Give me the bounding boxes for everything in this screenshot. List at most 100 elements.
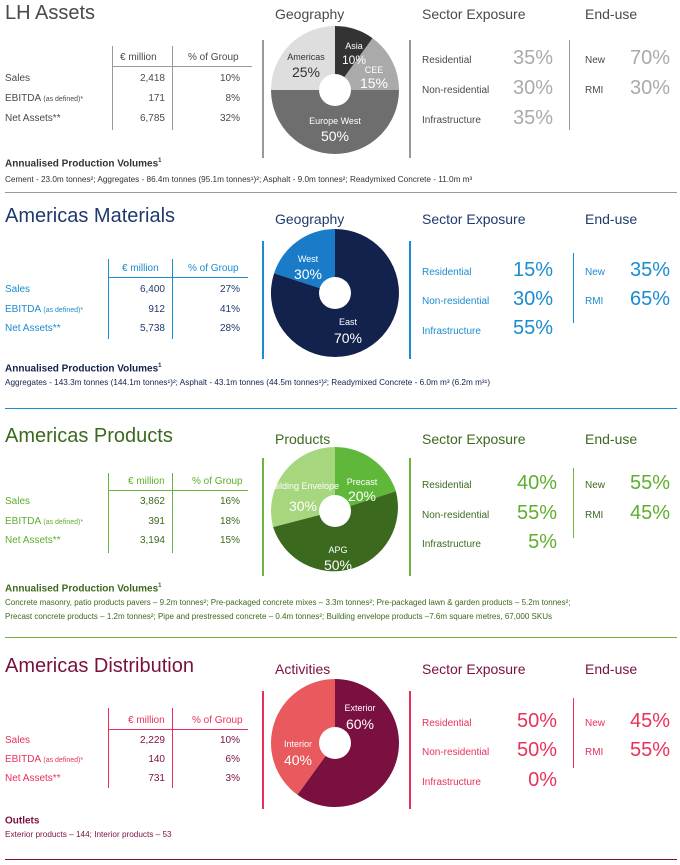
divider xyxy=(172,46,173,130)
enduse-pct-rmi: 55% xyxy=(629,739,670,761)
sector-pct-non-residential: 50% xyxy=(516,739,557,761)
divider xyxy=(172,259,173,339)
net-assets-value: 731 xyxy=(148,773,165,784)
products-heading: Products xyxy=(275,431,331,447)
sector-label-infrastructure: Infrastructure xyxy=(422,115,481,126)
divider xyxy=(112,66,252,67)
pie-hole xyxy=(319,277,351,309)
geography-pie-chart: West 30% East 70% xyxy=(270,228,399,357)
pie-value-europe-west: 50% xyxy=(321,128,349,144)
enduse-label-new: New xyxy=(585,55,606,66)
enduse-pct-rmi: 45% xyxy=(629,502,670,524)
sector-label-non-residential: Non-residential xyxy=(422,296,490,307)
pie-value-east: 70% xyxy=(334,330,362,346)
sector-pct-residential: 50% xyxy=(516,710,557,732)
pie-value-apg: 50% xyxy=(324,557,352,573)
sales-value: 2,229 xyxy=(139,735,165,746)
pie-value-precast: 20% xyxy=(348,488,376,504)
pie-hole xyxy=(319,74,351,106)
enduse-label-rmi: RMI xyxy=(585,747,604,758)
col-header-pct-group: % of Group xyxy=(192,476,243,487)
sales-value: 6,400 xyxy=(139,284,165,295)
sector-label-residential: Residential xyxy=(422,480,472,491)
sales-pct: 10% xyxy=(219,735,240,746)
section-title: Americas Products xyxy=(5,425,173,447)
volumes-title: Annualised Production Volumes1 xyxy=(5,583,162,595)
divider xyxy=(172,473,173,553)
pie-label-interior: Interior xyxy=(284,739,312,749)
divider xyxy=(262,691,264,809)
ebitda-pct: 8% xyxy=(225,93,240,104)
sector-label-residential: Residential xyxy=(422,267,472,278)
sector-pct-infrastructure: 5% xyxy=(528,531,557,553)
products-pie-chart: Building Envelope 30% Precast 20% APG 50… xyxy=(270,447,398,573)
sales-pct: 10% xyxy=(219,73,240,84)
divider xyxy=(108,277,248,278)
pie-slice-europe-west xyxy=(271,90,399,154)
pie-slice-interior xyxy=(270,679,335,795)
net-assets-pct: 3% xyxy=(225,773,240,784)
col-header-pct-group: % of Group xyxy=(188,263,239,274)
col-header-pct-group: % of Group xyxy=(188,52,239,63)
section-americas-products: Americas Products Products Sector Exposu… xyxy=(0,423,680,643)
pie-label-americas: Americas xyxy=(287,52,325,62)
enduse-label-rmi: RMI xyxy=(585,85,604,96)
sector-pct-infrastructure: 0% xyxy=(528,769,557,791)
enduse-pct-new: 35% xyxy=(629,259,670,281)
pie-label-precast: Precast xyxy=(347,477,378,487)
ebitda-pct: 6% xyxy=(225,754,240,765)
sector-label-residential: Residential xyxy=(422,55,472,66)
section-title: Americas Distribution xyxy=(5,655,194,677)
pie-hole xyxy=(319,727,351,759)
pie-value-exterior: 60% xyxy=(346,716,374,732)
pie-value-americas: 25% xyxy=(292,64,320,80)
col-header-million: € million xyxy=(128,715,165,726)
section-divider xyxy=(5,192,677,193)
pie-value-west: 30% xyxy=(294,266,322,282)
section-divider xyxy=(5,408,677,409)
sector-pct-infrastructure: 55% xyxy=(512,317,553,339)
ebitda-pct: 41% xyxy=(219,304,240,315)
volumes-title: Annualised Production Volumes1 xyxy=(5,158,162,170)
sector-pct-residential: 40% xyxy=(516,472,557,494)
sector-pct-non-residential: 30% xyxy=(512,288,553,310)
row-label-ebitda: EBITDA (as defined)* xyxy=(5,516,84,527)
row-label-ebitda: EBITDA (as defined)* xyxy=(5,754,84,765)
col-header-million: € million xyxy=(122,263,159,274)
sector-label-non-residential: Non-residential xyxy=(422,747,490,758)
pie-slice-apg xyxy=(273,491,398,572)
enduse-label-new: New xyxy=(585,718,606,729)
ebitda-value: 912 xyxy=(148,304,165,315)
col-header-million: € million xyxy=(128,476,165,487)
sales-pct: 27% xyxy=(219,284,240,295)
sector-pct-residential: 35% xyxy=(512,47,553,69)
pie-value-interior: 40% xyxy=(284,752,312,768)
row-label-sales: Sales xyxy=(5,735,31,746)
enduse-label-new: New xyxy=(585,267,606,278)
sector-label-non-residential: Non-residential xyxy=(422,85,490,96)
divider xyxy=(108,259,109,339)
pie-label-east: East xyxy=(339,317,358,327)
pie-label-cee: CEE xyxy=(365,65,384,75)
sales-pct: 16% xyxy=(219,496,240,507)
enduse-pct-rmi: 65% xyxy=(629,288,670,310)
divider xyxy=(409,691,411,809)
pie-label-exterior: Exterior xyxy=(344,703,375,713)
end-use-heading: End-use xyxy=(585,431,638,447)
col-header-pct-group: % of Group xyxy=(192,715,243,726)
pie-label-west: West xyxy=(298,254,319,264)
divider xyxy=(108,729,248,730)
divider xyxy=(112,46,113,130)
pie-slice-building-envelope xyxy=(271,447,335,528)
net-assets-value: 3,194 xyxy=(139,535,165,546)
geography-heading: Geography xyxy=(275,6,345,22)
enduse-label-rmi: RMI xyxy=(585,510,604,521)
end-use-heading: End-use xyxy=(585,661,638,677)
section-title: LH Assets xyxy=(5,2,96,24)
net-assets-value: 6,785 xyxy=(139,113,165,124)
volumes-line: Aggregates - 143.3m tonnes (144.1m tonne… xyxy=(5,378,491,387)
enduse-pct-rmi: 30% xyxy=(629,77,670,99)
pie-label-apg: APG xyxy=(328,545,347,555)
sector-exposure-heading: Sector Exposure xyxy=(422,211,526,227)
sales-value: 2,418 xyxy=(139,73,165,84)
